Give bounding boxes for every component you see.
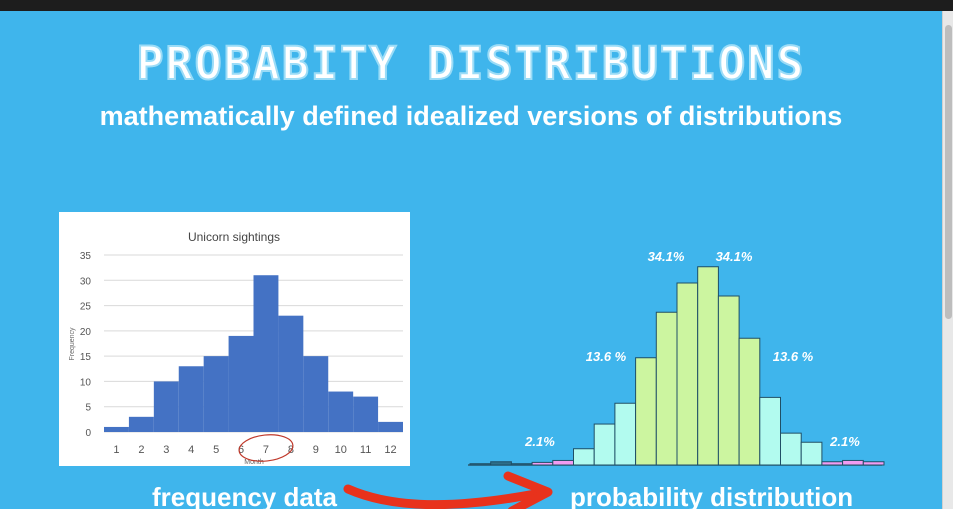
distribution-bar: [717, 295, 740, 466]
red-circle-annotation: [238, 434, 294, 462]
x-tick-label: 5: [213, 444, 219, 456]
x-tick-label: 11: [360, 444, 371, 456]
distribution-bar: [759, 396, 781, 466]
distribution-bar: [862, 461, 885, 466]
x-tick-label: 1: [113, 444, 119, 456]
y-tick-label: 20: [80, 327, 92, 338]
slide: PROBABITY DISTRIBUTIONS mathematically d…: [0, 11, 942, 509]
distribution-bar: [655, 311, 678, 466]
y-axis-label: Frequency: [69, 327, 76, 361]
x-tick-label: 12: [384, 444, 396, 456]
percent-label: 2.1%: [829, 434, 860, 449]
distribution-bar: [573, 448, 595, 466]
percent-label: 34.1%: [648, 249, 685, 264]
distribution-bar: [800, 441, 823, 466]
percent-label: 2.1%: [524, 434, 555, 449]
y-tick-label: 0: [85, 428, 91, 439]
distribution-bar: [697, 266, 719, 466]
bar: [378, 421, 403, 432]
bar: [353, 396, 379, 432]
bar: [278, 315, 304, 432]
bar: [203, 356, 229, 432]
x-tick-label: 9: [313, 444, 319, 456]
chart-title: Unicorn sightings: [188, 230, 280, 244]
slide-subtitle: mathematically defined idealized version…: [99, 101, 843, 131]
frequency-chart-card: Unicorn sightings 0 5 10 15 20 25 30 35 1 2 3 4 5 6 7 8 9…: [59, 212, 410, 466]
bar: [128, 416, 154, 432]
distribution-bar: [842, 459, 864, 466]
x-tick-label: 2: [138, 444, 144, 456]
distribution-bar: [635, 357, 657, 466]
bar: [228, 335, 254, 432]
distribution-bar: [552, 459, 575, 466]
distribution-bar: [738, 337, 761, 466]
x-tick-label: 10: [335, 444, 347, 456]
distribution-bar: [821, 461, 844, 466]
bar: [104, 426, 129, 432]
bar: [253, 275, 279, 432]
x-tick-label: 8: [288, 444, 294, 456]
bar: [178, 366, 204, 432]
y-tick-label: 10: [80, 377, 92, 388]
red-arrow-icon: [343, 471, 553, 509]
distribution-bar: [780, 432, 802, 466]
probability-distribution-chart: 34.1% 34.1% 13.6 % 13.6 % 2.1% 2.1%: [468, 249, 885, 466]
bar: [303, 356, 329, 432]
scrollbar-thumb[interactable]: [945, 25, 952, 319]
distribution-bar: [490, 461, 512, 466]
percent-label: 13.6 %: [773, 349, 814, 364]
y-tick-label: 5: [85, 403, 91, 414]
x-tick-label: 4: [188, 444, 194, 456]
distribution-bar: [676, 282, 699, 466]
y-tick-label: 15: [80, 352, 92, 363]
window-top-bar: [0, 0, 953, 11]
x-tick-label: 3: [163, 444, 169, 456]
bar: [153, 381, 179, 432]
x-tick-label: 7: [263, 444, 269, 456]
percent-label: 13.6 %: [586, 349, 627, 364]
y-tick-label: 35: [80, 251, 92, 262]
distribution-bar: [593, 423, 616, 466]
x-tick-label: 6: [238, 444, 244, 456]
percent-label: 34.1%: [716, 249, 753, 264]
y-tick-label: 30: [80, 276, 92, 287]
distribution-bar: [614, 402, 637, 466]
slide-title: PROBABITY DISTRIBUTIONS: [135, 36, 806, 91]
probability-distribution-label: probability distribution: [570, 482, 854, 509]
y-tick-label: 25: [80, 302, 92, 313]
x-axis-label: Month: [244, 459, 264, 466]
vertical-scrollbar[interactable]: [942, 11, 953, 509]
bar: [328, 391, 354, 432]
frequency-data-label: frequency data: [152, 482, 337, 509]
distribution-bar: [510, 463, 533, 466]
distribution-bar: [469, 463, 492, 466]
distribution-bar: [531, 461, 554, 466]
